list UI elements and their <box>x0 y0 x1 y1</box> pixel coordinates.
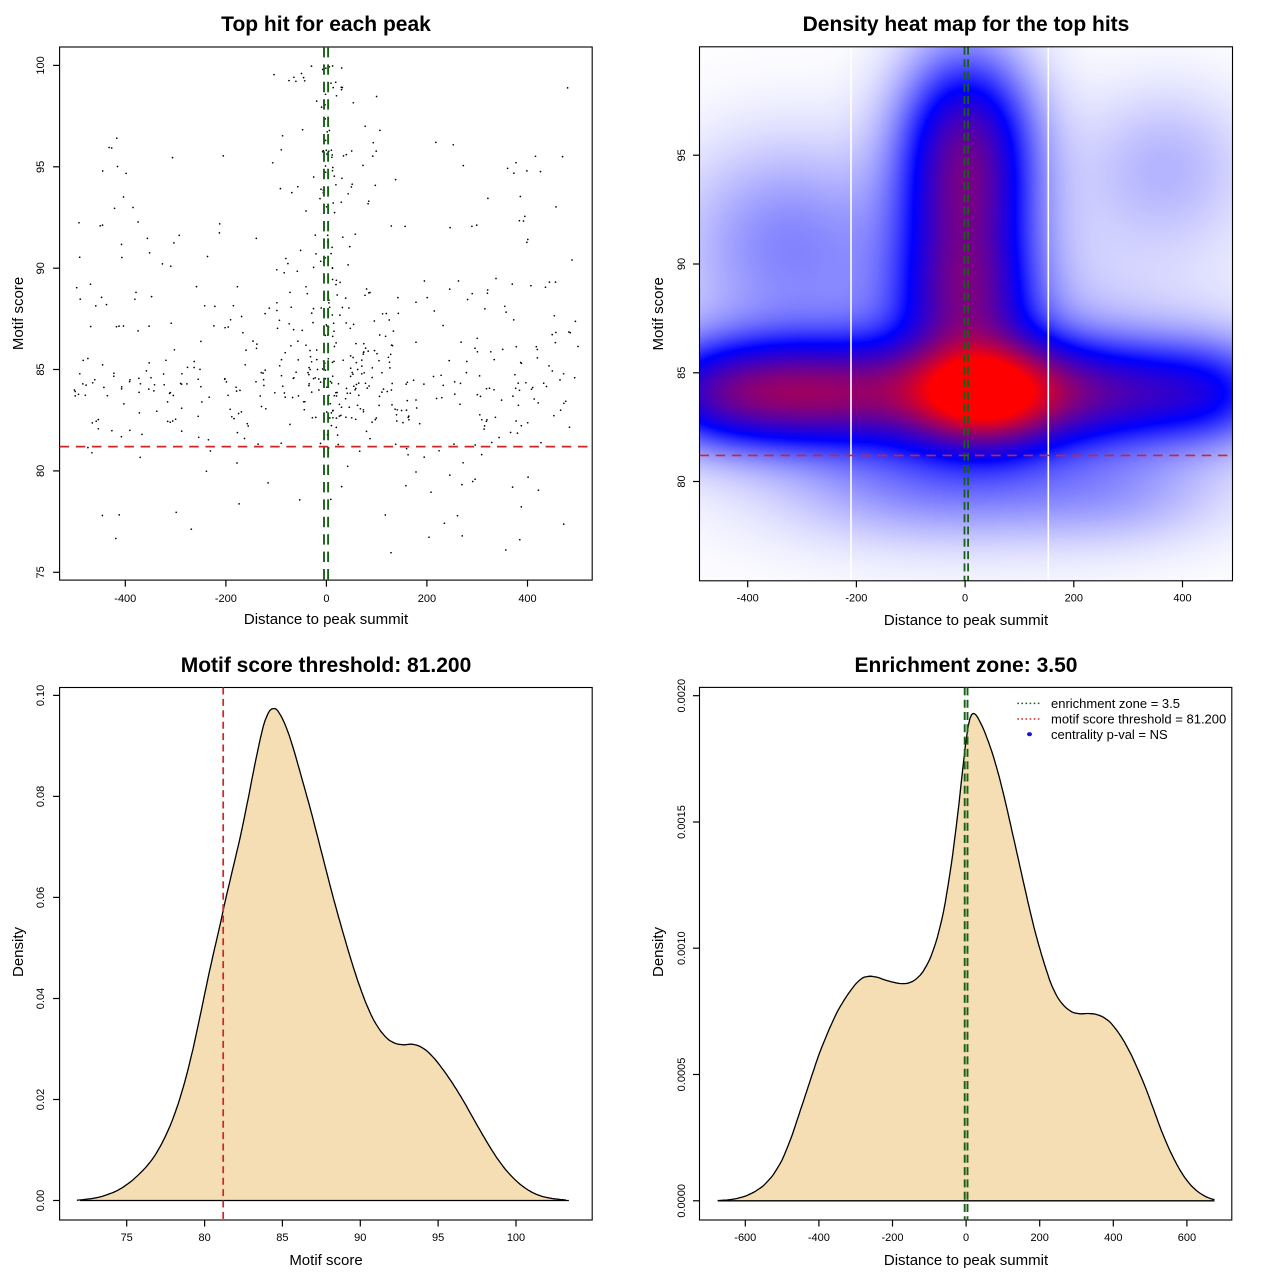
svg-text:75: 75 <box>35 566 47 578</box>
svg-text:0.0015: 0.0015 <box>676 805 688 839</box>
svg-text:80: 80 <box>676 475 688 487</box>
svg-text:85: 85 <box>35 363 47 375</box>
svg-text:Top hit for each peak: Top hit for each peak <box>221 13 431 36</box>
svg-text:0.10: 0.10 <box>35 685 47 706</box>
svg-text:0.0020: 0.0020 <box>676 679 688 713</box>
svg-text:80: 80 <box>35 465 47 477</box>
svg-text:0.0010: 0.0010 <box>676 931 688 965</box>
svg-text:80: 80 <box>198 1232 210 1244</box>
svg-text:enrichment zone = 3.5: enrichment zone = 3.5 <box>1051 696 1180 711</box>
svg-text:Distance to peak summit: Distance to peak summit <box>884 612 1049 629</box>
svg-text:400: 400 <box>518 593 536 605</box>
svg-text:Density heat map for the top h: Density heat map for the top hits <box>803 13 1130 36</box>
svg-text:90: 90 <box>35 262 47 274</box>
svg-text:Motif score threshold: 81.200: Motif score threshold: 81.200 <box>181 654 472 677</box>
svg-text:0.0000: 0.0000 <box>676 1184 688 1218</box>
svg-text:90: 90 <box>354 1232 366 1244</box>
svg-text:100: 100 <box>35 56 47 74</box>
svg-text:400: 400 <box>1104 1232 1122 1244</box>
svg-text:Distance to peak summit: Distance to peak summit <box>244 611 409 628</box>
svg-text:0.00: 0.00 <box>35 1190 47 1211</box>
svg-text:0.08: 0.08 <box>35 786 47 807</box>
svg-text:-400: -400 <box>737 593 759 605</box>
svg-text:-400: -400 <box>808 1232 830 1244</box>
svg-text:400: 400 <box>1173 593 1191 605</box>
svg-text:centrality p-val = NS: centrality p-val = NS <box>1051 727 1168 742</box>
svg-text:Density: Density <box>10 926 27 977</box>
svg-text:85: 85 <box>276 1232 288 1244</box>
svg-text:Motif score: Motif score <box>650 277 667 350</box>
svg-text:100: 100 <box>507 1232 525 1244</box>
svg-text:200: 200 <box>418 593 436 605</box>
svg-text:200: 200 <box>1031 1232 1049 1244</box>
svg-text:90: 90 <box>676 258 688 270</box>
svg-text:600: 600 <box>1178 1232 1196 1244</box>
svg-text:-200: -200 <box>845 593 867 605</box>
svg-text:0: 0 <box>962 593 968 605</box>
svg-text:95: 95 <box>676 149 688 161</box>
svg-text:-200: -200 <box>215 593 237 605</box>
svg-text:Enrichment zone: 3.50: Enrichment zone: 3.50 <box>855 654 1078 677</box>
svg-text:85: 85 <box>676 367 688 379</box>
svg-text:Motif score: Motif score <box>289 1252 362 1269</box>
svg-text:95: 95 <box>35 161 47 173</box>
svg-text:0.0005: 0.0005 <box>676 1058 688 1092</box>
svg-text:75: 75 <box>121 1232 133 1244</box>
svg-text:motif score threshold = 81.200: motif score threshold = 81.200 <box>1051 712 1226 727</box>
svg-text:Motif score: Motif score <box>10 277 27 350</box>
svg-text:0: 0 <box>323 593 329 605</box>
svg-text:0.02: 0.02 <box>35 1089 47 1110</box>
svg-text:0: 0 <box>963 1232 969 1244</box>
svg-text:Distance to peak summit: Distance to peak summit <box>884 1252 1049 1269</box>
svg-text:0.04: 0.04 <box>35 988 47 1009</box>
svg-text:200: 200 <box>1065 593 1083 605</box>
svg-text:95: 95 <box>432 1232 444 1244</box>
svg-text:Density: Density <box>650 926 667 977</box>
svg-text:-400: -400 <box>114 593 136 605</box>
svg-text:-600: -600 <box>734 1232 756 1244</box>
svg-text:-200: -200 <box>881 1232 903 1244</box>
svg-text:0.06: 0.06 <box>35 887 47 908</box>
